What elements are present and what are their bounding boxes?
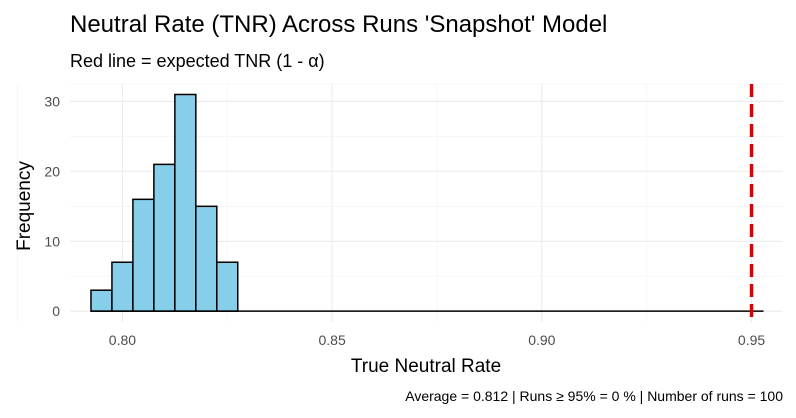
histogram-bar: [174, 93, 197, 312]
x-tick-label: 0.90: [528, 332, 555, 348]
y-tick-label: 10: [44, 233, 60, 249]
histogram-bar: [195, 205, 218, 312]
histogram-bar: [153, 163, 176, 312]
histogram-bar: [111, 261, 134, 312]
x-tick-label: 0.80: [109, 332, 136, 348]
y-tick-label: 20: [44, 163, 60, 179]
x-axis-tick-labels: 0.80 0.85 0.90 0.95: [109, 332, 766, 348]
chart-caption: Average = 0.812 | Runs ≥ 95% = 0 % | Num…: [405, 388, 783, 404]
x-tick-label: 0.85: [319, 332, 346, 348]
histogram-bars: [90, 93, 239, 312]
chart-title: Neutral Rate (TNR) Across Runs 'Snapshot…: [70, 11, 607, 38]
chart-subtitle: Red line = expected TNR (1 - α): [70, 51, 325, 71]
x-tick-label: 0.95: [738, 332, 765, 348]
y-axis-title: Frequency: [14, 161, 35, 251]
y-tick-label: 30: [44, 93, 60, 109]
x-axis-title: True Neutral Rate: [351, 356, 501, 377]
histogram-bar: [216, 261, 239, 312]
y-tick-label: 0: [52, 303, 60, 319]
histogram-bar: [132, 198, 155, 312]
y-axis-tick-labels: 0 10 20 30: [44, 93, 60, 319]
histogram-bar: [90, 289, 113, 312]
